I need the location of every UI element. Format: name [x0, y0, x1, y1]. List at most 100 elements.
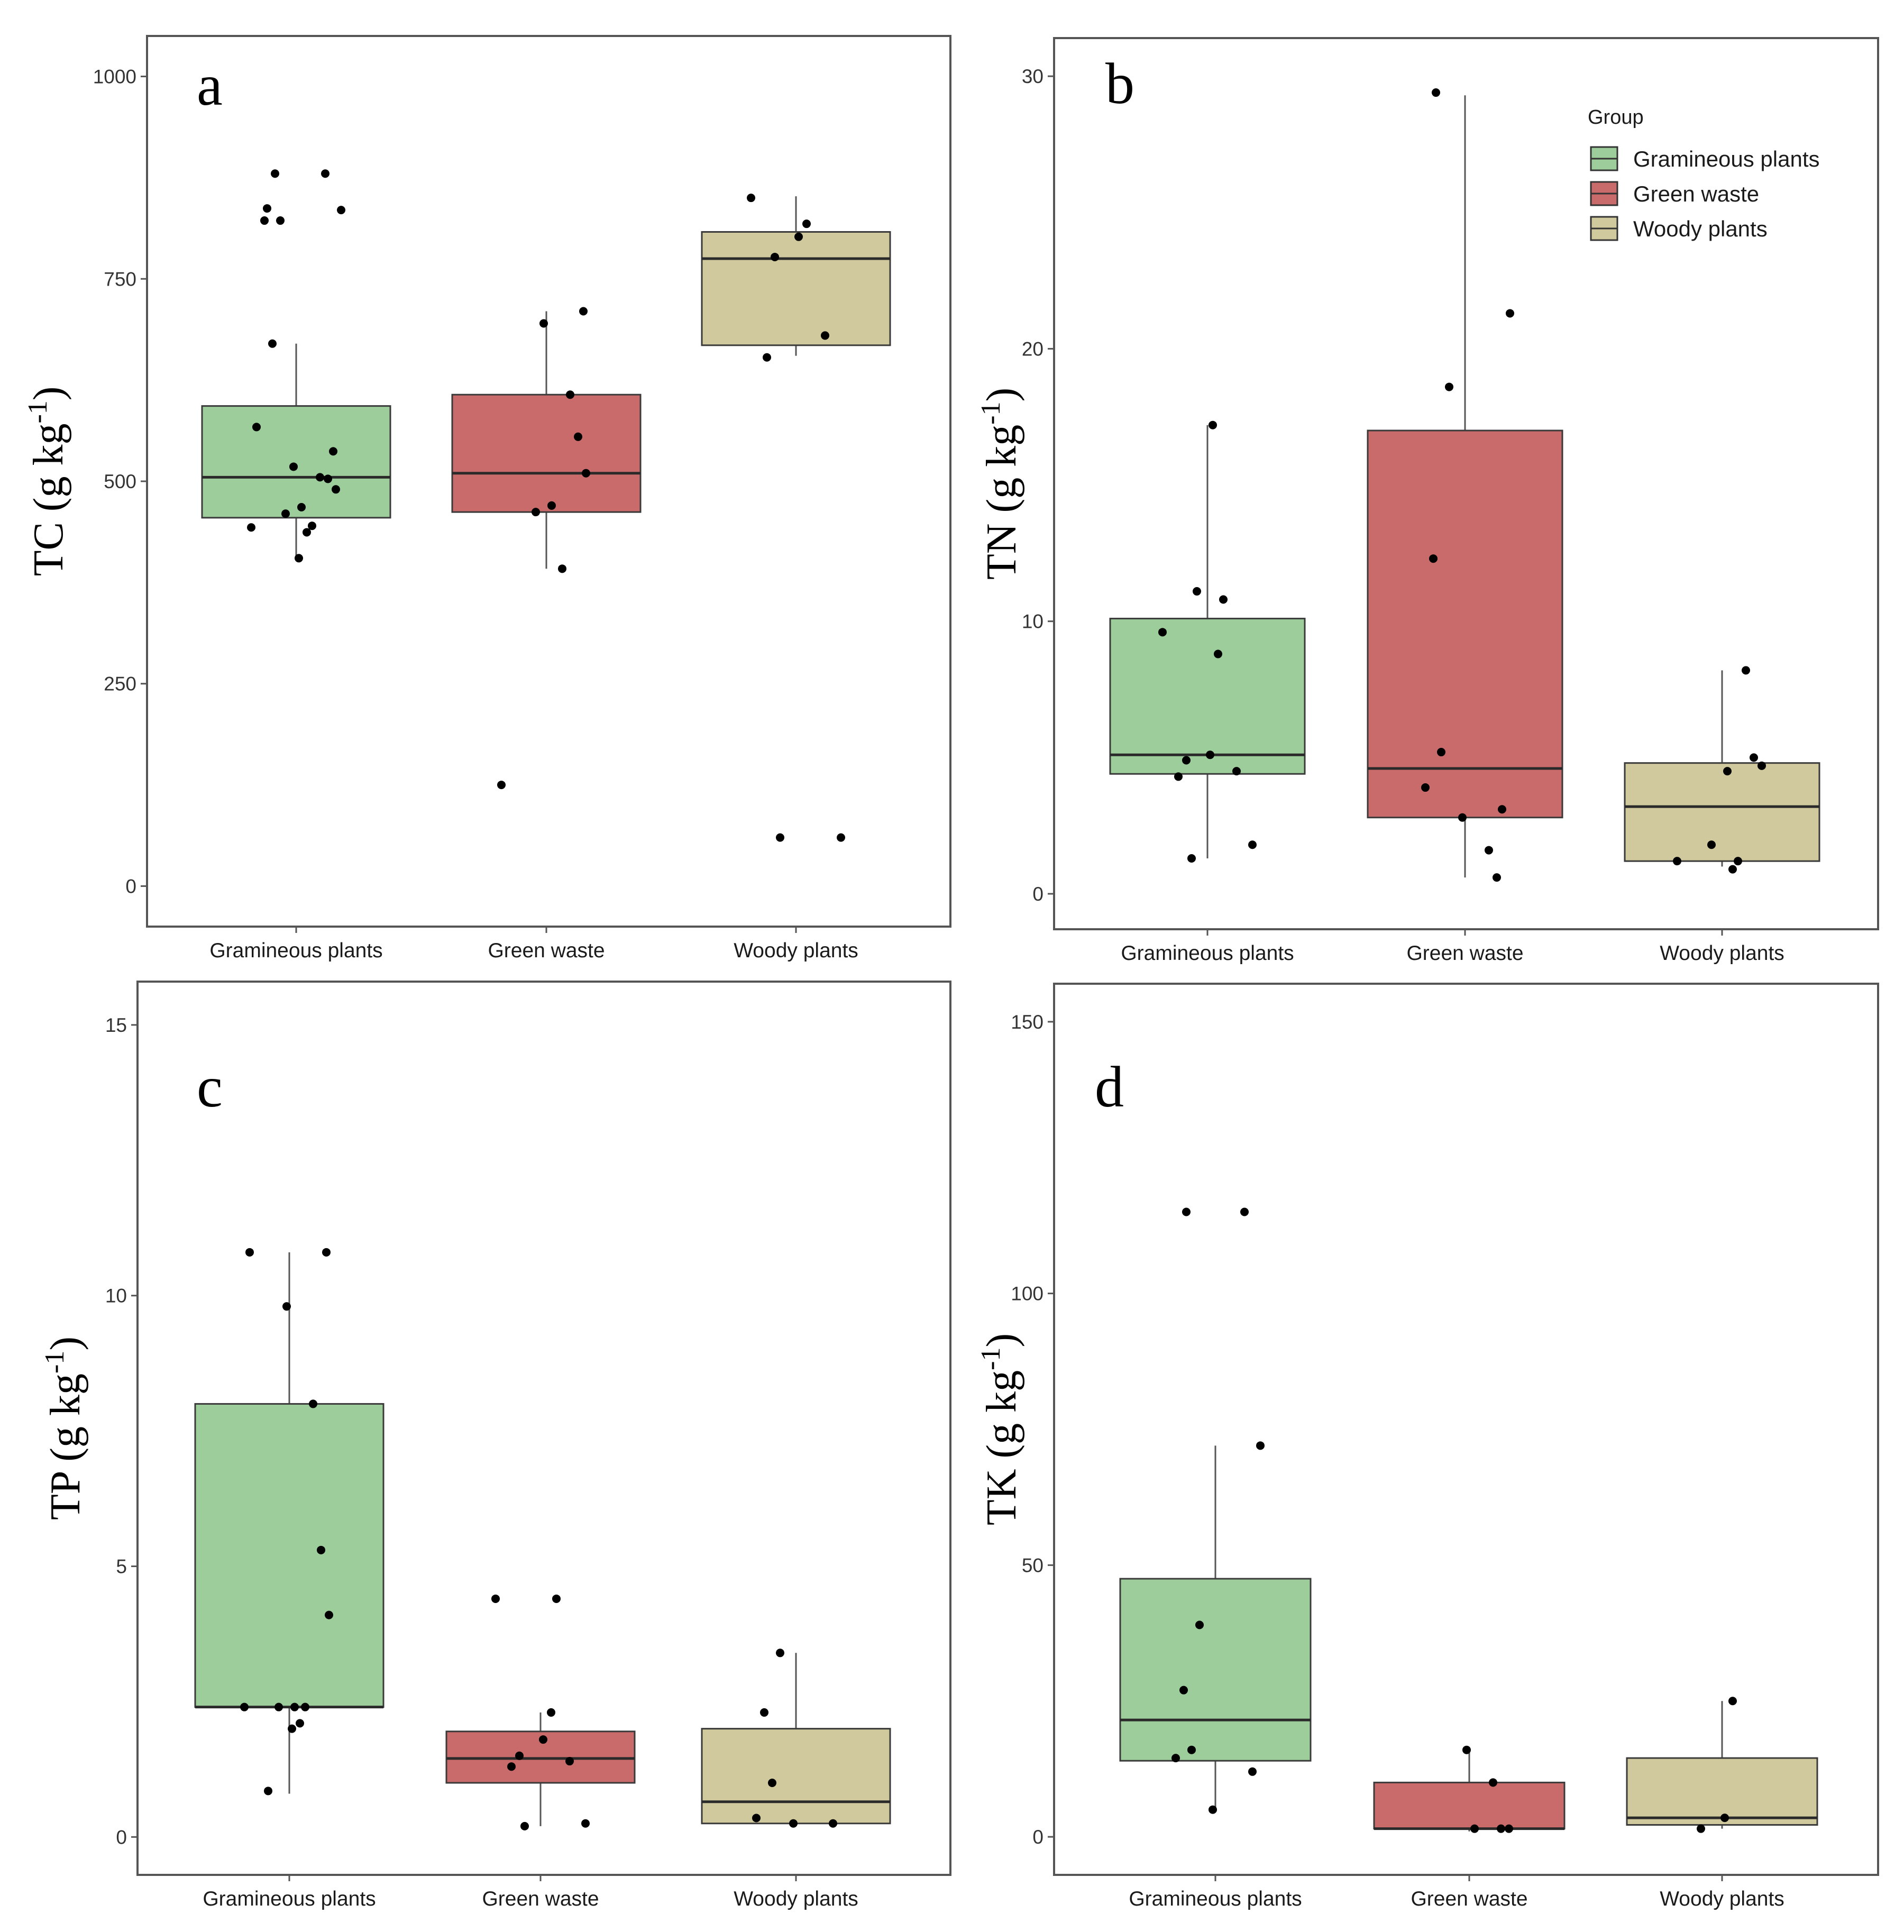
data-point: [579, 307, 588, 316]
data-point: [1248, 840, 1257, 849]
data-point: [1256, 1441, 1265, 1450]
legend-entry-green-waste: Green waste: [1590, 181, 1759, 206]
data-point: [1187, 1745, 1196, 1754]
y-tick-label: 10: [1022, 611, 1043, 633]
data-point: [507, 1762, 516, 1771]
x-tick-label: Green waste: [488, 939, 605, 962]
data-point: [582, 469, 590, 478]
data-point: [1158, 628, 1167, 637]
panel-b: 0 10 20 30 Gramineous plants Green waste Woody…: [976, 37, 1879, 965]
data-point: [274, 1702, 283, 1711]
data-point: [515, 1751, 524, 1760]
box-0: [1119, 1445, 1312, 1810]
data-point: [1734, 857, 1742, 866]
panel-letter: a: [197, 53, 223, 117]
y-tick-label: 5: [116, 1556, 127, 1578]
y-axis-title: TC (g kg-1): [23, 387, 72, 576]
data-point: [301, 1702, 309, 1711]
y-axis-title-close: ): [42, 1336, 89, 1351]
y-tick-label: 250: [104, 673, 136, 695]
data-point: [1750, 753, 1758, 762]
data-point: [247, 523, 255, 532]
data-point: [1697, 1824, 1705, 1833]
y-tick-label: 0: [1032, 883, 1043, 905]
y-axis-title: TK (g kg-1): [976, 1333, 1025, 1525]
x-tick-label: Woody plants: [1660, 1888, 1784, 1910]
data-point: [565, 1757, 574, 1766]
x-tick-label: Gramineous plants: [209, 939, 382, 962]
box-body: [1119, 1578, 1312, 1762]
x-tick-label: Gramineous plants: [203, 1888, 376, 1910]
legend-label-gramineous: Gramineous plants: [1633, 146, 1820, 171]
box-body: [194, 1403, 385, 1708]
data-point: [821, 331, 829, 340]
y-tick-label: 500: [104, 471, 136, 492]
box-body: [701, 231, 891, 346]
data-point: [1429, 554, 1438, 563]
y-tick-label: 20: [1022, 338, 1043, 360]
data-point: [1437, 748, 1445, 757]
data-point: [763, 353, 771, 362]
y-axis-title-close: ): [978, 1333, 1025, 1348]
y-tick-label: 100: [1011, 1283, 1043, 1305]
box-2: [1626, 1701, 1818, 1829]
data-point: [260, 216, 269, 225]
data-point: [1458, 813, 1467, 822]
data-point: [1723, 767, 1732, 776]
x-tick-label: Gramineous plants: [1129, 1888, 1302, 1910]
legend-entry-gramineous: Gramineous plants: [1590, 146, 1820, 171]
data-point: [1720, 1814, 1729, 1823]
data-point: [491, 1594, 500, 1603]
data-point: [295, 554, 303, 563]
data-point: [581, 1819, 590, 1828]
data-point: [776, 1649, 784, 1658]
y-axis-title-superscript: -1: [40, 1351, 70, 1374]
data-point: [1505, 1824, 1513, 1833]
panel-c: 0 5 10 15 Gramineous plants Green waste Woody …: [40, 981, 951, 1910]
y-axis-title-close: ): [978, 388, 1025, 402]
y-axis-title-superscript: -1: [23, 400, 53, 423]
data-point: [1470, 1824, 1479, 1833]
data-point: [289, 462, 298, 471]
data-point: [1182, 756, 1191, 765]
data-point: [837, 833, 845, 842]
panel-letter: b: [1105, 51, 1134, 116]
data-point: [1493, 873, 1501, 882]
data-point: [1209, 420, 1217, 429]
data-point: [1498, 805, 1506, 814]
box-body: [1109, 618, 1306, 775]
data-point: [829, 1819, 837, 1828]
data-point: [329, 447, 337, 456]
box-body: [1373, 1781, 1566, 1830]
y-tick-label: 0: [1032, 1826, 1043, 1848]
y-tick-label: 0: [125, 875, 136, 897]
data-point: [1707, 840, 1716, 849]
panel-letter: c: [197, 1055, 223, 1119]
data-point: [1485, 846, 1493, 855]
y-tick-label: 1000: [93, 66, 136, 88]
box-1: [1367, 95, 1563, 878]
box-0: [194, 1252, 385, 1794]
data-point: [1214, 649, 1222, 658]
box-body: [451, 393, 642, 513]
data-point: [747, 194, 755, 203]
data-point: [1240, 1207, 1249, 1216]
data-point: [1421, 783, 1430, 792]
data-point: [1673, 857, 1681, 866]
x-tick-label: Woody plants: [734, 1888, 858, 1910]
data-point: [771, 252, 779, 261]
box-1: [445, 1712, 636, 1826]
legend: Group Gramineous plants Green waste Wood…: [1588, 106, 1820, 241]
box-2: [1624, 670, 1820, 867]
data-point: [282, 1302, 291, 1311]
data-point: [520, 1821, 529, 1830]
box-body: [1624, 762, 1820, 862]
data-point: [1187, 854, 1196, 863]
y-axis-title-close: ): [25, 387, 72, 401]
data-point: [324, 474, 332, 483]
data-point: [252, 423, 261, 432]
data-point: [1209, 1805, 1217, 1814]
box-2: [701, 196, 891, 356]
